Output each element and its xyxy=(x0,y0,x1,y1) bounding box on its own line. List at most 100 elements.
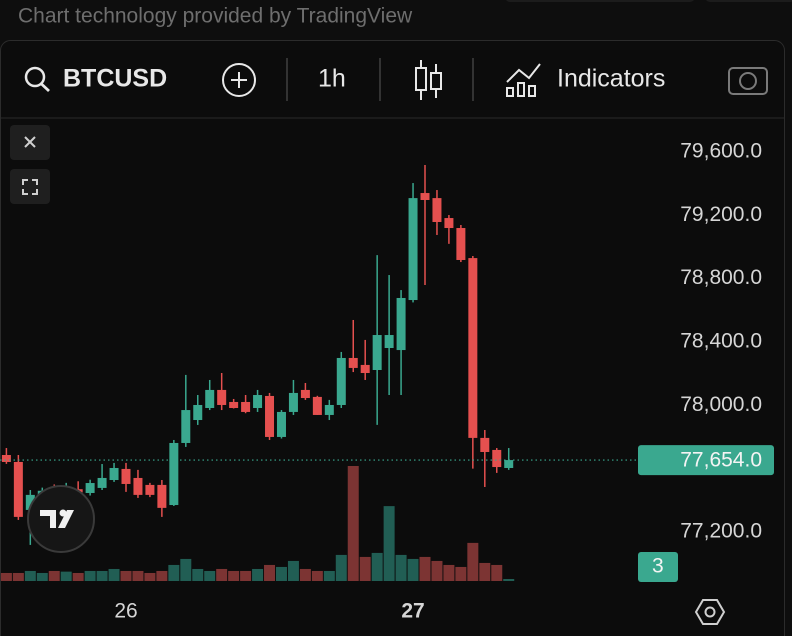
fullscreen-button[interactable] xyxy=(10,169,50,204)
y-tick-label: 79,200.0 xyxy=(680,203,762,226)
volume-bar xyxy=(24,570,36,581)
candle-body xyxy=(300,389,310,399)
volume-bar xyxy=(299,568,311,581)
candle-body xyxy=(456,228,466,260)
candle-body xyxy=(480,437,490,452)
search-icon xyxy=(24,66,46,88)
candle-body xyxy=(360,364,370,374)
volume-bar xyxy=(192,568,204,581)
candle-body xyxy=(109,467,119,481)
compare-button[interactable] xyxy=(222,63,256,97)
candle-body xyxy=(253,395,263,408)
candle-body xyxy=(229,401,239,408)
tv-logo[interactable] xyxy=(27,485,95,553)
volume-bar xyxy=(275,566,287,581)
x-tick-label: 26 xyxy=(114,600,137,623)
candle-body xyxy=(288,392,298,412)
candle-body xyxy=(492,449,502,468)
interval[interactable]: 1h xyxy=(318,65,346,93)
candle-body xyxy=(13,461,23,517)
candle-body xyxy=(85,483,95,493)
attribution[interactable]: Chart technology provided by TradingView xyxy=(18,5,413,28)
candle-body xyxy=(336,357,346,405)
indicators-icon xyxy=(517,82,525,97)
candle-body xyxy=(181,410,191,443)
volume-bar xyxy=(395,554,407,581)
volume-bar xyxy=(455,566,467,581)
indicators-icon xyxy=(528,85,536,97)
candle-body xyxy=(396,297,406,351)
candle-body xyxy=(169,442,179,506)
candle-body xyxy=(25,494,35,510)
indicators-button[interactable]: Indicators xyxy=(506,63,665,97)
volume-label-box xyxy=(638,552,678,582)
indicators-label: Indicators xyxy=(557,65,665,93)
fullscreen-icon xyxy=(22,179,38,195)
volume-bar xyxy=(240,570,252,581)
volume-bar xyxy=(48,570,60,581)
logo-circle xyxy=(27,485,95,553)
volume-bar xyxy=(204,570,216,581)
candle-body xyxy=(1,455,11,462)
close-button[interactable] xyxy=(10,125,50,160)
volume-bar xyxy=(168,564,180,581)
volume-bar xyxy=(12,572,24,581)
volume-bar xyxy=(359,556,371,581)
candle-body xyxy=(444,218,454,229)
volume-bar xyxy=(335,554,347,581)
candle-icon xyxy=(415,67,427,91)
volume-bar xyxy=(120,570,132,581)
close-icon xyxy=(24,136,36,148)
candle-body xyxy=(241,401,251,412)
candle-body xyxy=(157,484,167,508)
last-price-box xyxy=(638,445,774,476)
camera-icon xyxy=(728,67,768,95)
snapshot-button[interactable] xyxy=(728,67,768,95)
volume-bar xyxy=(0,572,12,581)
axes: 77,200.0 78,000.0 78,400.0 78,800.0 79,200.0… xyxy=(114,140,774,623)
candle-body xyxy=(432,198,442,222)
candle-body xyxy=(97,477,107,488)
symbol-search[interactable]: BTCUSD xyxy=(24,65,167,93)
volume-bar xyxy=(479,562,491,581)
volume-bar xyxy=(371,552,383,581)
candle-body xyxy=(468,258,478,438)
volume-bar xyxy=(108,568,120,581)
settings-icon xyxy=(704,606,716,618)
indicators-icon xyxy=(506,87,514,97)
top-tab xyxy=(706,0,792,2)
candle-body xyxy=(312,396,322,415)
volume-bar xyxy=(347,466,359,581)
logo-mark xyxy=(59,509,67,517)
candle-body xyxy=(420,193,430,200)
volume-bar xyxy=(443,564,455,581)
symbol: BTCUSD xyxy=(63,65,167,93)
candle-body xyxy=(145,484,155,495)
settings-button[interactable] xyxy=(694,599,726,625)
plus-icon xyxy=(222,63,256,97)
candle-body xyxy=(408,198,418,301)
volume-bar xyxy=(287,560,299,581)
volume-bar xyxy=(72,572,84,581)
candle-body xyxy=(121,468,131,484)
chart-style-button[interactable] xyxy=(415,60,442,100)
volume-bar xyxy=(180,558,192,581)
candle-body xyxy=(193,404,203,421)
volume-bar xyxy=(383,506,395,581)
volume-bar xyxy=(323,570,335,581)
volume-bar xyxy=(419,556,431,581)
plot-area xyxy=(0,165,637,581)
candle-body xyxy=(276,411,286,437)
volume-bar xyxy=(407,558,419,581)
candle-body xyxy=(324,404,334,415)
volume-bar xyxy=(144,572,156,581)
volume-bar xyxy=(431,560,443,581)
candle-body xyxy=(133,477,143,495)
settings-icon xyxy=(694,599,726,625)
button-bg xyxy=(10,169,50,204)
last-price-label: 77,654.0 xyxy=(680,449,762,472)
volume-bar xyxy=(503,578,515,581)
volume-bar xyxy=(252,568,264,581)
candle-body xyxy=(384,335,394,348)
